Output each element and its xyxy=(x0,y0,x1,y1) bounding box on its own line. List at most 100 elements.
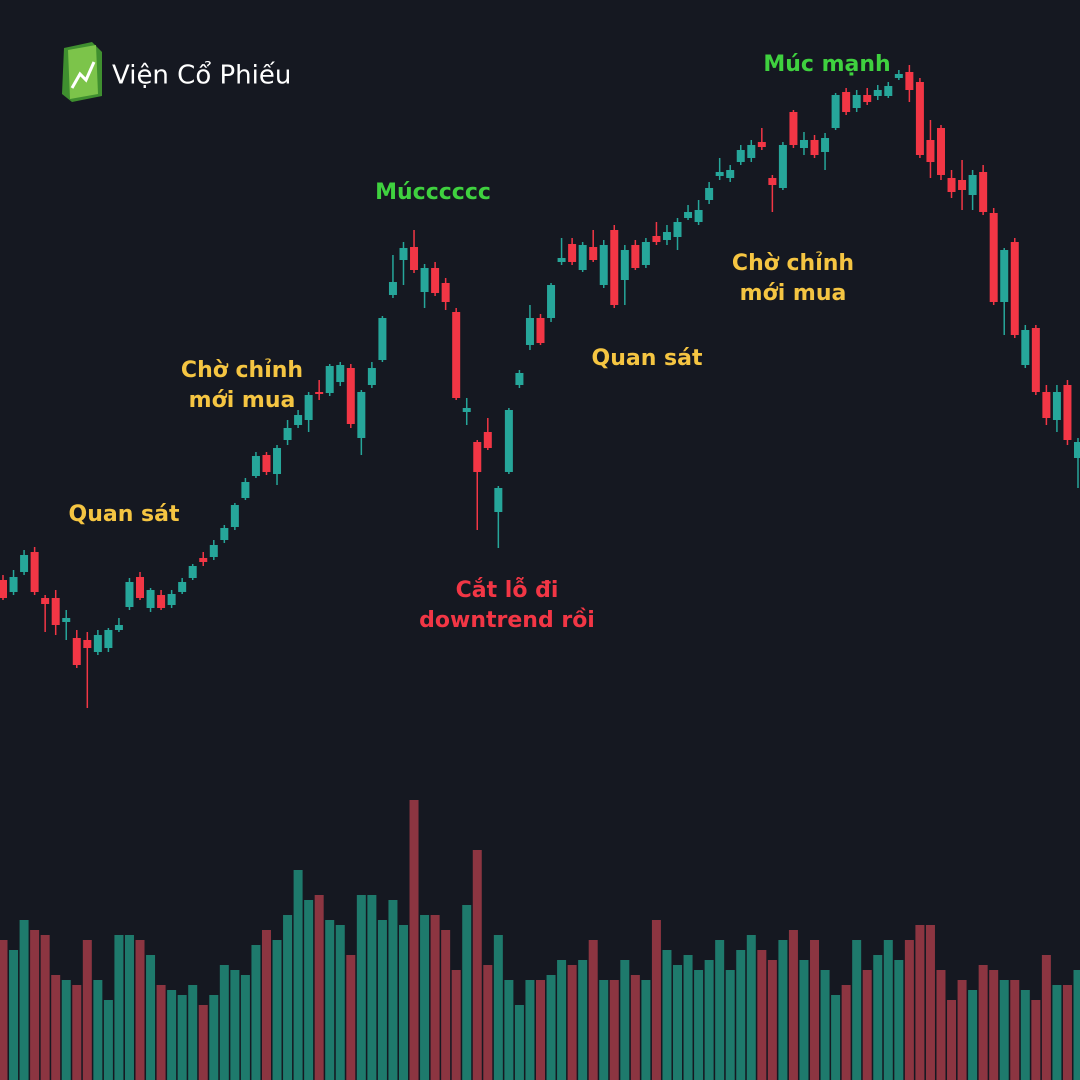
candle-body xyxy=(979,172,988,212)
candles xyxy=(0,65,1080,708)
volume-bar xyxy=(167,990,177,1080)
volume-bars xyxy=(0,800,1080,1080)
volume-bar xyxy=(788,930,798,1080)
volume-bar xyxy=(504,980,514,1080)
volume-bar xyxy=(356,895,366,1080)
candle-body xyxy=(905,72,914,90)
candle-body xyxy=(620,250,629,280)
annotation: Múcccccc xyxy=(375,180,491,205)
candle-body xyxy=(262,455,271,472)
candle-body xyxy=(852,95,861,108)
candle-body xyxy=(799,140,808,148)
candle-body xyxy=(93,635,102,652)
candle-body xyxy=(41,598,50,604)
annotation: Chờ chỉnh xyxy=(181,358,303,383)
candle-body xyxy=(863,95,872,102)
candle-body xyxy=(1052,392,1061,420)
volume-bar xyxy=(662,950,672,1080)
volume-bar xyxy=(725,970,735,1080)
candle-body xyxy=(294,415,303,425)
volume-bar xyxy=(620,960,630,1080)
volume-bar xyxy=(346,955,356,1080)
volume-bar xyxy=(1041,955,1051,1080)
volume-bar xyxy=(30,930,40,1080)
candle-body xyxy=(831,95,840,128)
volume-bar xyxy=(219,965,229,1080)
volume-bar xyxy=(599,980,609,1080)
candle-body xyxy=(178,582,187,592)
volume-bar xyxy=(651,920,661,1080)
volume-bar xyxy=(293,870,303,1080)
annotation: Chờ chỉnh xyxy=(732,251,854,276)
candle-body xyxy=(873,90,882,96)
volume-bar xyxy=(19,920,29,1080)
volume-bar xyxy=(103,1000,113,1080)
volume-bar xyxy=(251,945,261,1080)
volume-bar xyxy=(9,950,19,1080)
volume-bar xyxy=(736,950,746,1080)
volume-bar xyxy=(135,940,145,1080)
candle-body xyxy=(1042,392,1051,418)
volume-bar xyxy=(441,930,451,1080)
volume-bar xyxy=(641,980,651,1080)
candle-body xyxy=(114,625,123,630)
volume-bar xyxy=(483,965,493,1080)
volume-bar xyxy=(325,920,335,1080)
annotation: Quan sát xyxy=(592,346,703,371)
candle-body xyxy=(1074,442,1080,458)
candle-body xyxy=(536,318,545,343)
volume-bar xyxy=(335,925,345,1080)
volume-bar xyxy=(388,900,398,1080)
candle-body xyxy=(157,595,166,608)
candle-body xyxy=(20,555,29,572)
candle-body xyxy=(410,247,419,270)
volume-bar xyxy=(588,940,598,1080)
candle-body xyxy=(789,112,798,145)
candle-body xyxy=(146,590,155,608)
candle-body xyxy=(367,368,376,385)
volume-bar xyxy=(304,900,314,1080)
volume-bar xyxy=(557,960,567,1080)
volume-bar xyxy=(72,985,82,1080)
candle-body xyxy=(641,242,650,265)
candle-body xyxy=(515,373,524,385)
annotation: mới mua xyxy=(189,388,296,413)
volume-bar xyxy=(525,980,535,1080)
candle-body xyxy=(747,145,756,158)
candle-body xyxy=(462,408,471,412)
volume-bar xyxy=(272,940,282,1080)
volume-bar xyxy=(1052,985,1062,1080)
candle-body xyxy=(283,428,292,440)
candle-body xyxy=(431,268,440,293)
logo-arrow xyxy=(70,61,96,89)
candle-body xyxy=(599,245,608,285)
candle-body xyxy=(1010,242,1019,335)
candle-body xyxy=(62,618,71,622)
volume-bar xyxy=(810,940,820,1080)
candle-body xyxy=(525,318,534,345)
volume-bar xyxy=(93,980,103,1080)
candle-body xyxy=(915,82,924,155)
candle-body xyxy=(684,212,693,218)
candle-body xyxy=(104,630,113,648)
volume-bar xyxy=(536,980,545,1080)
candle-body xyxy=(778,145,787,188)
volume-bar xyxy=(409,800,419,1080)
candle-body xyxy=(167,594,176,605)
annotation: Múc mạnh xyxy=(763,52,890,77)
candle-body xyxy=(273,448,282,474)
volume-bar xyxy=(578,960,588,1080)
candle-body xyxy=(810,140,819,155)
candle-body xyxy=(251,456,260,476)
volume-bar xyxy=(852,940,862,1080)
volume-bar xyxy=(831,995,841,1080)
candle-body xyxy=(136,577,145,598)
candle-body xyxy=(1031,328,1040,392)
candle-body xyxy=(473,442,482,472)
volume-bar xyxy=(177,995,187,1080)
volume-bar xyxy=(1010,980,1020,1080)
volume-bar xyxy=(261,930,271,1080)
logo-face xyxy=(68,45,98,99)
candle-body xyxy=(30,552,39,592)
candle-body xyxy=(420,268,429,292)
